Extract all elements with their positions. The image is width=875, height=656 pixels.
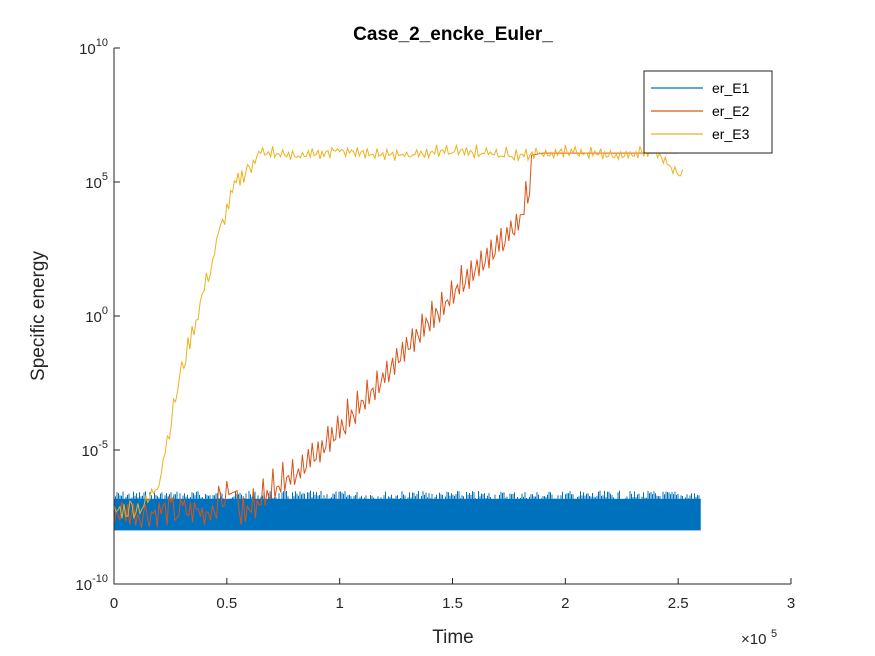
y-axis-label: Specific energy [28, 251, 49, 381]
y-tick-label: 105 [85, 171, 108, 192]
series-er_E3-line [114, 143, 684, 520]
x-tick-label: 3 [787, 595, 795, 612]
x-axis: 0 0.5 1 1.5 2 2.5 3 [110, 578, 795, 612]
series-er_E2-line [114, 152, 679, 528]
y-tick-label: 1010 [79, 37, 108, 58]
x-tick-label: 0.5 [216, 595, 237, 612]
x-tick-label: 1 [335, 595, 343, 612]
chart-title: Case_2_encke_Euler_ [353, 24, 553, 45]
y-tick-label: 10-10 [75, 573, 108, 594]
x-axis-exponent: ×10 5 [741, 628, 777, 648]
x-axis-label: Time [432, 627, 474, 648]
series-er_E1-noise [114, 490, 701, 501]
legend[interactable]: er_E1 er_E2 er_E3 [643, 70, 773, 154]
x-tick-label: 2.5 [668, 595, 689, 612]
y-axis: 10-10 10-5 100 105 1010 [75, 37, 120, 594]
x-tick-label: 1.5 [442, 595, 463, 612]
x-exponent-base: ×10 [741, 631, 766, 648]
series-er_E1-band [114, 498, 701, 531]
legend-box [643, 70, 773, 154]
legend-label-er_E2: er_E2 [712, 103, 750, 119]
legend-label-er_E3: er_E3 [712, 126, 750, 142]
series-layer [114, 143, 701, 531]
plot-area: 0 0.5 1 1.5 2 2.5 3 10-10 10-5 100 105 1010 [75, 37, 795, 612]
x-tick-label: 0 [110, 595, 118, 612]
y-tick-label: 10-5 [82, 439, 108, 460]
legend-label-er_E1: er_E1 [712, 80, 750, 96]
y-tick-label: 100 [85, 305, 108, 326]
x-tick-label: 2 [561, 595, 569, 612]
x-exponent-power: 5 [771, 628, 777, 640]
